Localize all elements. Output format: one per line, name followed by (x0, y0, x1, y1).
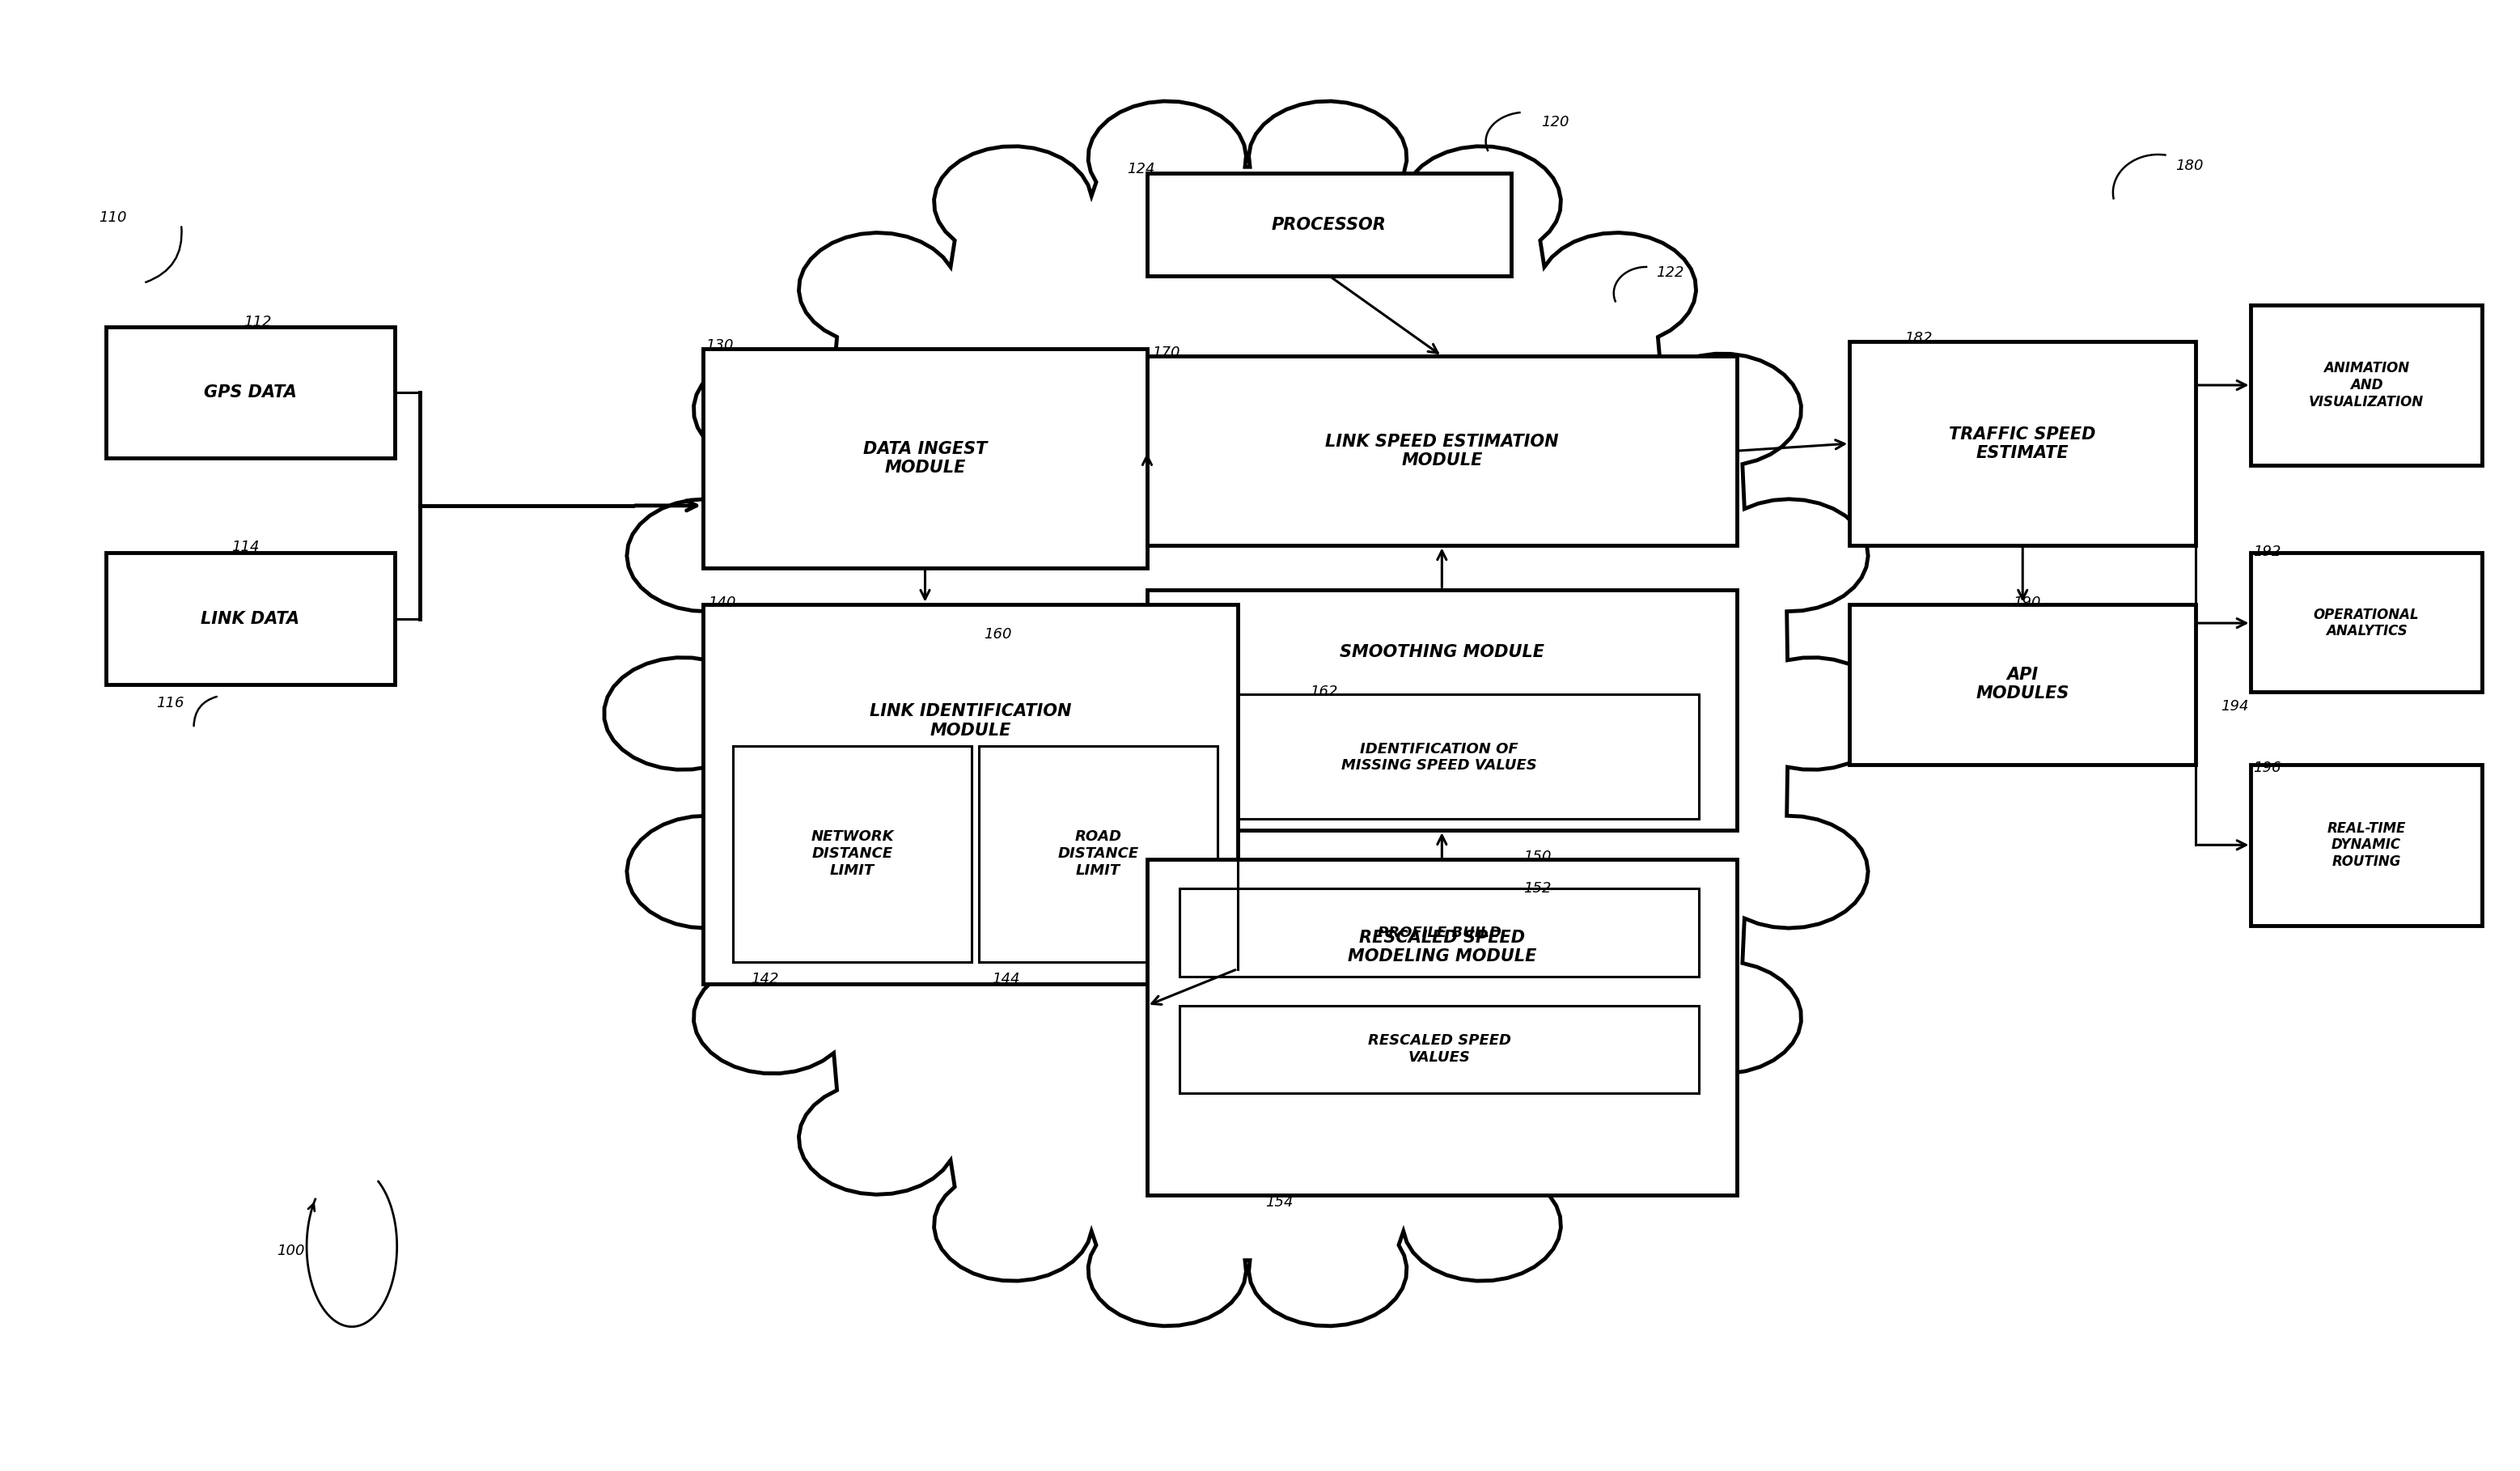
Text: 194: 194 (2220, 699, 2248, 713)
Text: 116: 116 (156, 696, 184, 710)
FancyBboxPatch shape (106, 553, 396, 684)
Text: PROFILE BUILD: PROFILE BUILD (1378, 925, 1502, 940)
Text: OPERATIONAL
ANALYTICS: OPERATIONAL ANALYTICS (2313, 608, 2419, 638)
Text: 110: 110 (98, 210, 126, 225)
Text: 192: 192 (2253, 544, 2281, 559)
Text: 190: 190 (2013, 596, 2041, 610)
FancyBboxPatch shape (106, 327, 396, 457)
Text: LINK SPEED ESTIMATION
MODULE: LINK SPEED ESTIMATION MODULE (1326, 434, 1560, 468)
Text: SMOOTHING MODULE: SMOOTHING MODULE (1341, 644, 1545, 660)
FancyBboxPatch shape (1147, 174, 1512, 275)
Text: 140: 140 (708, 596, 736, 610)
Text: 124: 124 (1126, 162, 1154, 177)
Text: 180: 180 (2175, 159, 2202, 174)
Text: 142: 142 (751, 972, 779, 987)
Text: 130: 130 (706, 338, 733, 353)
FancyBboxPatch shape (1179, 888, 1698, 977)
Text: 196: 196 (2253, 761, 2281, 775)
FancyBboxPatch shape (978, 746, 1217, 962)
Polygon shape (605, 101, 1890, 1325)
FancyBboxPatch shape (1850, 341, 2195, 546)
FancyBboxPatch shape (703, 605, 1237, 984)
Text: ROAD
DISTANCE
LIMIT: ROAD DISTANCE LIMIT (1058, 830, 1139, 878)
FancyBboxPatch shape (733, 746, 973, 962)
Text: NETWORK
DISTANCE
LIMIT: NETWORK DISTANCE LIMIT (811, 830, 895, 878)
Text: 120: 120 (1542, 115, 1570, 129)
FancyBboxPatch shape (1179, 694, 1698, 819)
Text: 114: 114 (232, 540, 260, 555)
Text: 112: 112 (244, 315, 272, 330)
Text: 154: 154 (1265, 1196, 1293, 1209)
Text: 160: 160 (983, 628, 1013, 641)
FancyBboxPatch shape (2250, 553, 2482, 691)
Text: GPS DATA: GPS DATA (204, 384, 297, 400)
FancyBboxPatch shape (1179, 1006, 1698, 1093)
Text: 152: 152 (1525, 881, 1552, 896)
Text: 122: 122 (1656, 265, 1683, 279)
Text: PROCESSOR: PROCESSOR (1273, 216, 1386, 232)
Text: 144: 144 (990, 972, 1021, 987)
Text: RESCALED SPEED
VALUES: RESCALED SPEED VALUES (1368, 1034, 1512, 1065)
FancyBboxPatch shape (1147, 356, 1736, 546)
Text: DATA INGEST
MODULE: DATA INGEST MODULE (862, 441, 988, 475)
Text: TRAFFIC SPEED
ESTIMATE: TRAFFIC SPEED ESTIMATE (1950, 427, 2097, 460)
Text: 100: 100 (277, 1243, 305, 1258)
Text: REAL-TIME
DYNAMIC
ROUTING: REAL-TIME DYNAMIC ROUTING (2326, 821, 2407, 869)
Text: LINK IDENTIFICATION
MODULE: LINK IDENTIFICATION MODULE (869, 703, 1071, 738)
FancyBboxPatch shape (1147, 859, 1736, 1196)
Text: 170: 170 (1152, 346, 1179, 360)
FancyBboxPatch shape (1850, 605, 2195, 765)
FancyBboxPatch shape (703, 349, 1147, 568)
Text: API
MODULES: API MODULES (1976, 666, 2069, 702)
FancyBboxPatch shape (2250, 765, 2482, 925)
Text: ANIMATION
AND
VISUALIZATION: ANIMATION AND VISUALIZATION (2308, 360, 2424, 409)
Text: LINK DATA: LINK DATA (202, 610, 300, 627)
Text: 162: 162 (1310, 684, 1338, 699)
Text: RESCALED SPEED
MODELING MODULE: RESCALED SPEED MODELING MODULE (1348, 930, 1537, 965)
Text: 150: 150 (1525, 849, 1552, 863)
FancyBboxPatch shape (1147, 590, 1736, 831)
Text: IDENTIFICATION OF
MISSING SPEED VALUES: IDENTIFICATION OF MISSING SPEED VALUES (1341, 741, 1537, 774)
Text: 182: 182 (1905, 331, 1933, 346)
FancyBboxPatch shape (2250, 304, 2482, 465)
